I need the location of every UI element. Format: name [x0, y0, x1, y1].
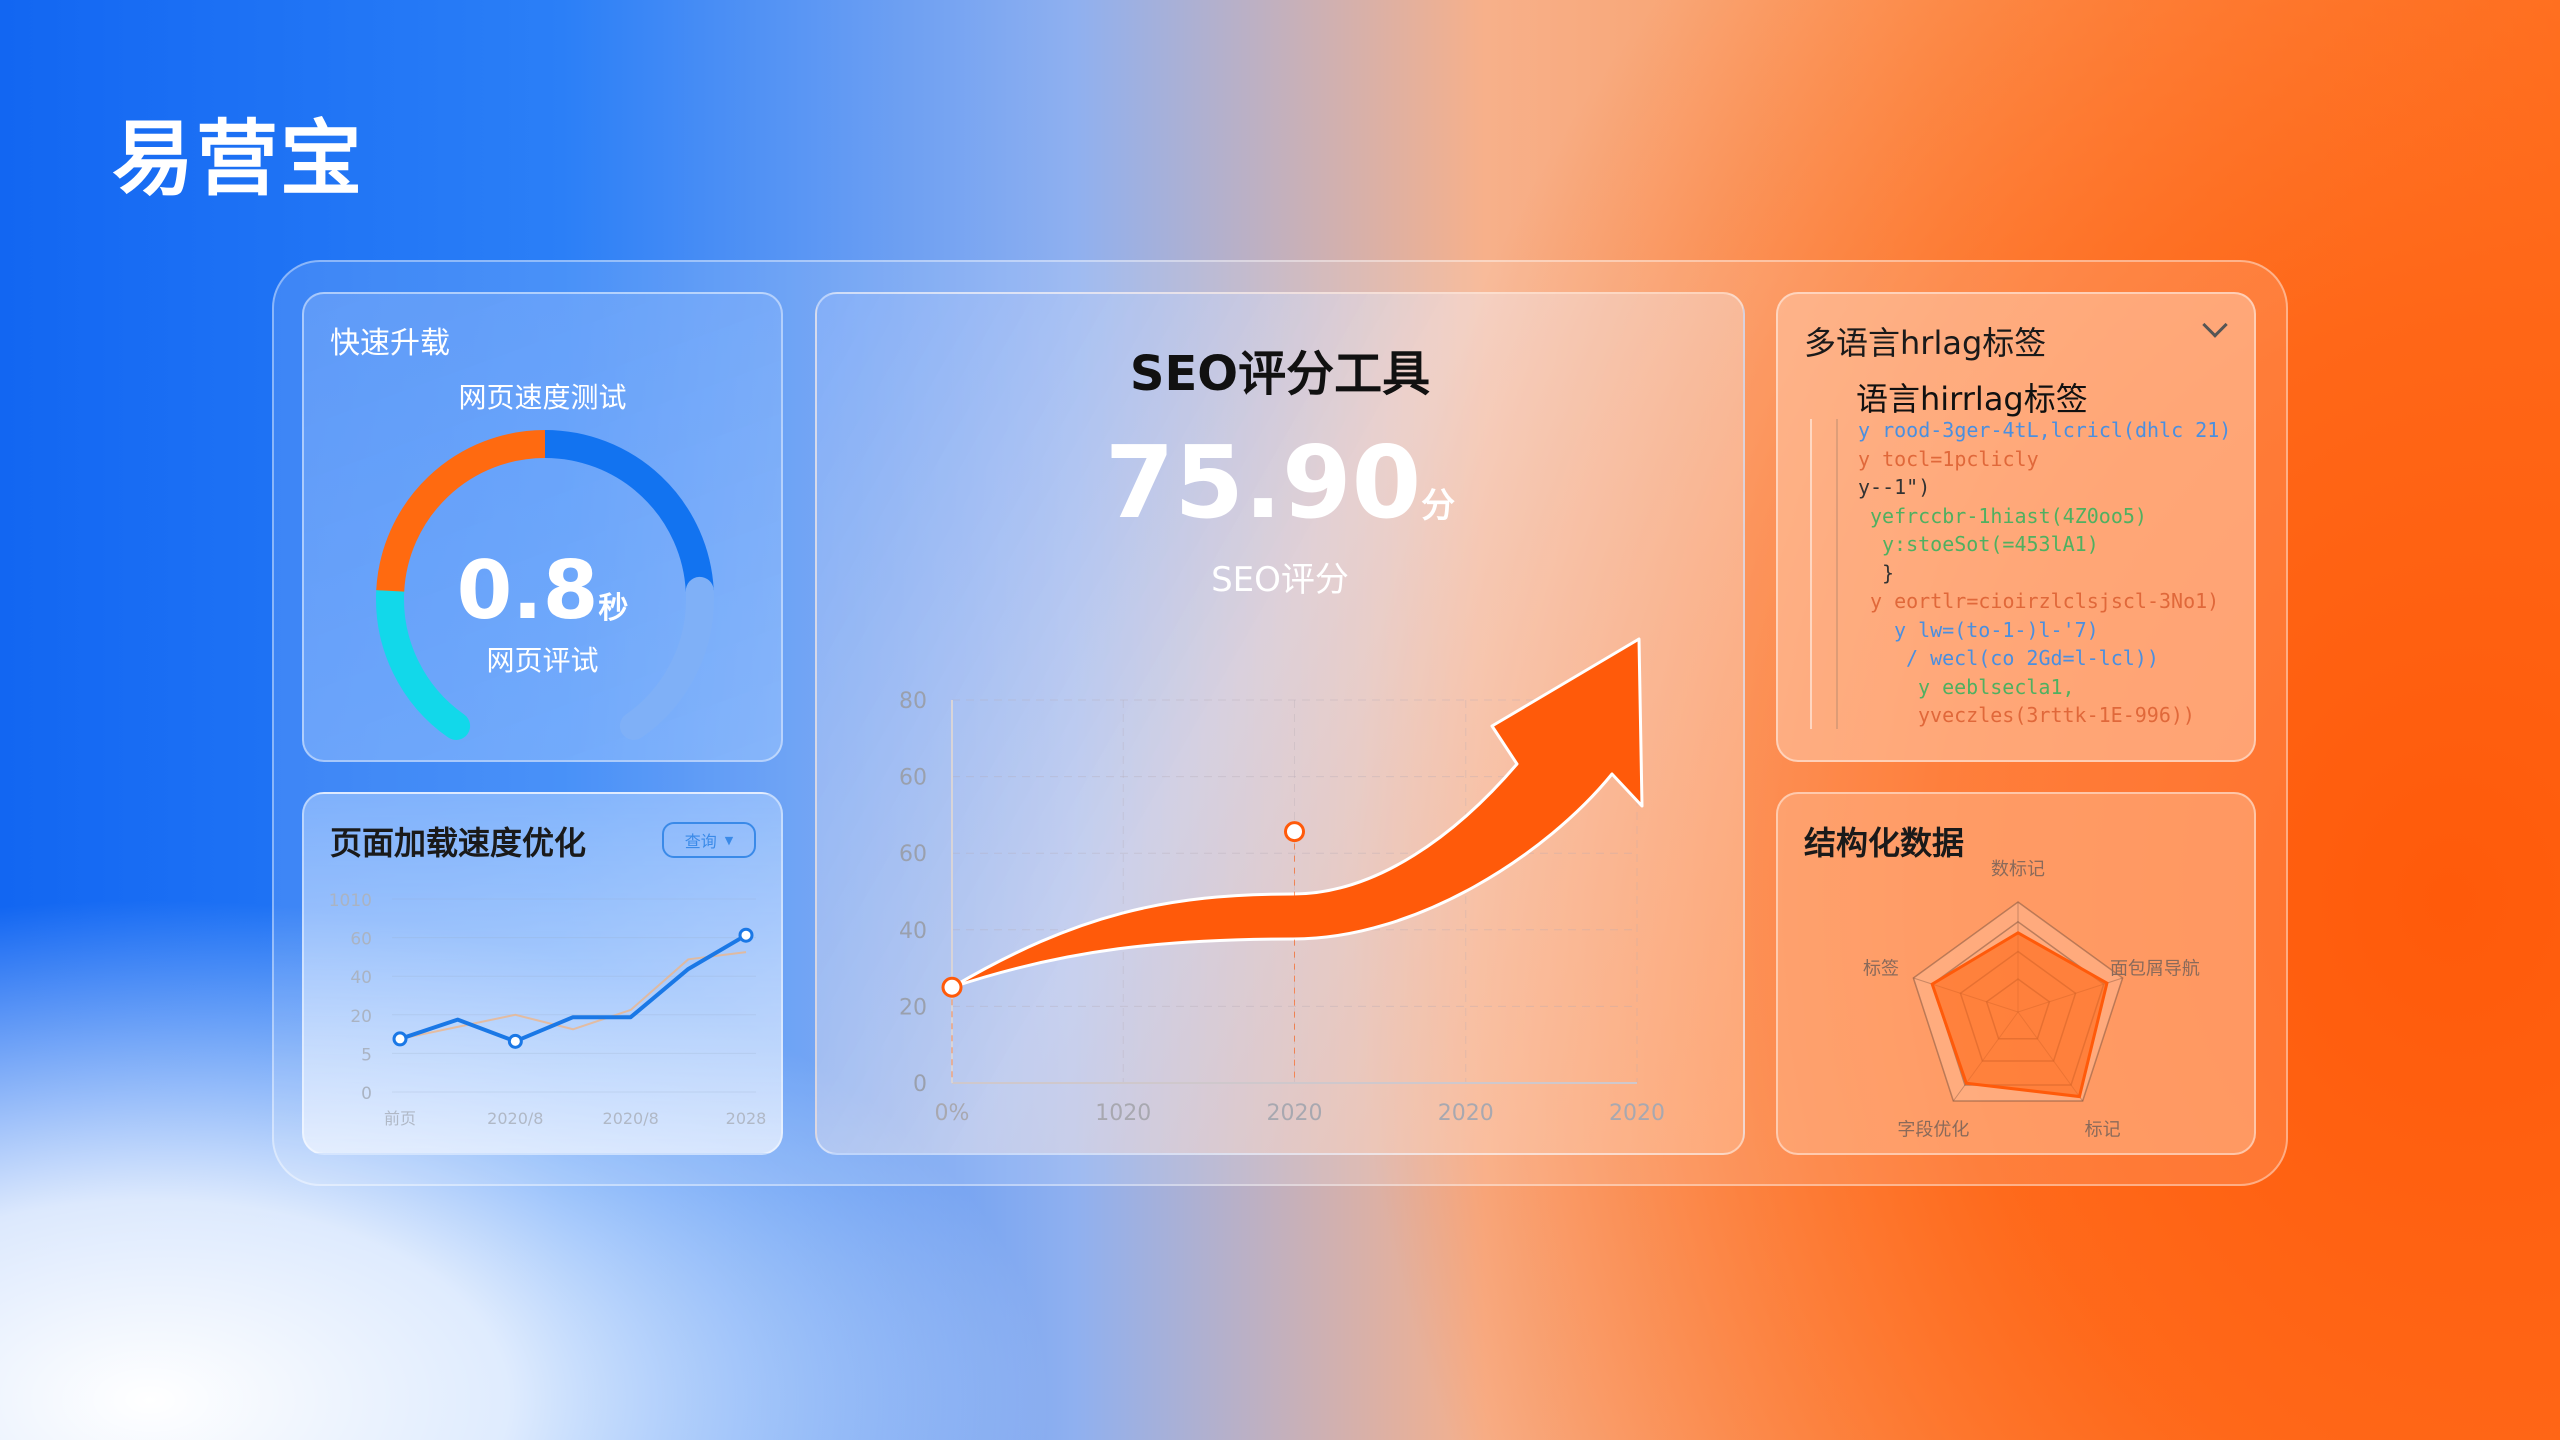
speed-unit: 秒	[598, 591, 629, 626]
x-tick-label: 0%	[935, 1101, 970, 1126]
seo-score-card: SEO评分工具 75.90分 SEO评分 80 60 60 40 20 0 0% 1020 20…	[815, 292, 1745, 1155]
speed-label: 网页评试	[486, 644, 599, 677]
gauge-segment	[544, 430, 714, 592]
code-line: y:stoeSot(=453lA1)	[1882, 532, 2099, 556]
radar-axis-label: 标签	[1863, 959, 1899, 980]
y-tick-label: 80	[899, 689, 927, 714]
code-line: yveczles(3rttk-1E-996))	[1918, 703, 2195, 727]
seo-trend-chart: 80 60 60 40 20 0 0% 1020 2020 2020 2020	[899, 637, 1665, 1126]
x-tick-label: 2020	[1438, 1101, 1494, 1126]
y-tick-label: 60	[899, 842, 927, 867]
gauge-subtitle: 网页速度测试	[458, 381, 627, 414]
trend-arrow	[950, 637, 1644, 989]
code-block: y rood-3ger-4tL,lcricl(dhlc 21) y tocl=1p…	[1858, 416, 2231, 730]
data-point	[507, 1033, 523, 1049]
load-speed-chart: 1010 60 40 20 5 0 前页 2020/8 2020/8 2028	[329, 891, 767, 1128]
dropdown-label: 查询	[684, 832, 717, 851]
score-label: SEO评分	[1211, 560, 1349, 600]
code-line: y eortlr=cioirzlclsjscl-3No1)	[1870, 589, 2220, 613]
y-tick-label: 20	[899, 995, 927, 1020]
radar-area	[1930, 931, 2109, 1099]
code-line: y tocl=1pclicly	[1858, 446, 2039, 471]
radar-axis-label: 字段优化	[1897, 1119, 1969, 1140]
data-point	[941, 976, 963, 998]
y-tick-label: 0	[913, 1072, 927, 1097]
gauge-segment	[619, 576, 714, 740]
card-title: 结构化数据	[1804, 824, 1965, 862]
code-line: y eeblsecla1,	[1918, 674, 2075, 699]
x-tick-label: 2028	[726, 1109, 767, 1128]
load-speed-card: 页面加载速度优化 查询 ▼ 1010 60 40 20 5 0 前页 2020/8 2020/8 2…	[302, 792, 783, 1155]
code-line: / wecl(co 2Gd=l-lcl))	[1906, 646, 2159, 670]
speed-test-card: 快速升载 网页速度测试 0.8秒 网页评试	[302, 292, 783, 762]
x-tick-label: 2020	[1267, 1101, 1323, 1126]
radar-axis-label: 面包屑导航	[2110, 959, 2200, 980]
code-line: yefrccbr-1hiast(4Z0oo5)	[1870, 503, 2147, 528]
brand-logo: 易营宝	[112, 112, 365, 207]
y-tick-label: 60	[899, 766, 927, 791]
radar-axis-label: 标记	[2085, 1119, 2121, 1140]
tree-line	[1836, 419, 1838, 729]
gauge-segment	[376, 430, 546, 592]
speed-value: 0.8	[456, 544, 599, 637]
speed-gauge	[376, 430, 714, 740]
structured-data-card: 结构化数据 数标记面包屑导航标记 字段优化 标签	[1776, 792, 2256, 1155]
hreflang-card: 多语言hrlag标签 语言hirrlag标签 y rood-3ger-4tL,l…	[1776, 292, 2256, 762]
code-line: }	[1882, 560, 1895, 585]
chevron-down-icon[interactable]	[2202, 312, 2228, 338]
caret-down-icon: ▼	[724, 833, 734, 847]
tree-line	[1810, 419, 1812, 729]
x-tick-label: 2020/8	[603, 1109, 659, 1128]
y-tick-label: 40	[350, 968, 372, 988]
data-point	[1284, 821, 1305, 843]
y-tick-label: 0	[361, 1084, 372, 1104]
y-tick-label: 20	[350, 1007, 372, 1027]
y-tick-label: 60	[350, 930, 372, 950]
y-tick-label: 40	[899, 919, 927, 944]
seo-score: 75.90	[1104, 424, 1422, 541]
seo-title: SEO评分工具	[1129, 346, 1431, 402]
gauge-segment	[376, 576, 471, 740]
code-line: y--1")	[1858, 475, 1931, 499]
radar-axis-label: 数标记	[1991, 859, 2045, 880]
x-tick-label: 前页	[384, 1109, 416, 1128]
score-unit: 分	[1421, 486, 1456, 526]
x-tick-label: 2020/8	[487, 1109, 543, 1128]
card-title: 快速升载	[330, 326, 450, 361]
y-tick-label: 5	[361, 1045, 372, 1065]
x-tick-label: 1020	[1095, 1101, 1151, 1126]
code-subtitle: 语言hirrlag标签	[1856, 380, 2088, 418]
card-title: 多语言hrlag标签	[1804, 324, 2047, 362]
code-line: y lw=(to-1-)l-'7)	[1894, 617, 2099, 642]
data-point	[738, 927, 754, 943]
card-title: 页面加载速度优化	[330, 824, 587, 862]
data-point	[392, 1031, 408, 1047]
series-line	[399, 933, 748, 1044]
x-tick-label: 2020	[1609, 1101, 1665, 1126]
y-tick-label: 1010	[329, 891, 372, 911]
range-dropdown[interactable]: 查询 ▼	[662, 822, 756, 858]
series-line	[399, 951, 747, 1040]
code-line: y rood-3ger-4tL,lcricl(dhlc 21)	[1858, 418, 2232, 442]
